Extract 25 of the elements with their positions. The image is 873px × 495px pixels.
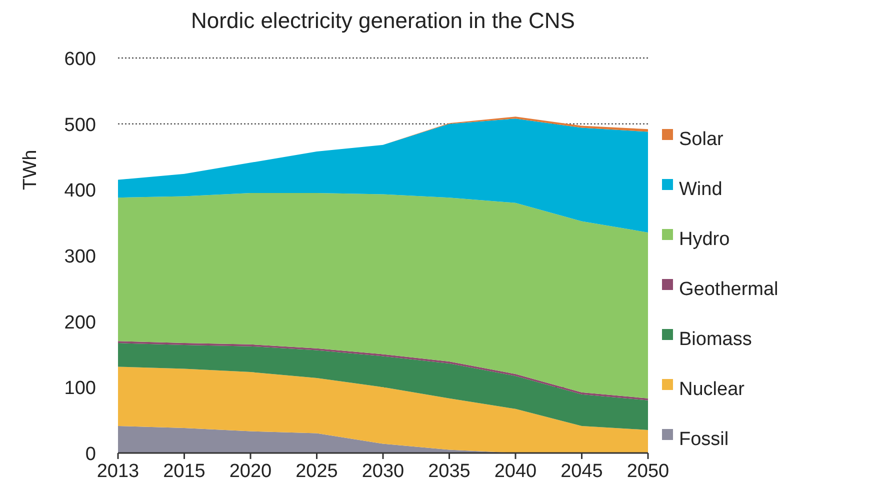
y-tick-label: 300 — [64, 246, 96, 268]
x-tick-label: 2025 — [296, 461, 338, 482]
y-tick-label: 100 — [64, 378, 96, 400]
legend-label: Geothermal — [679, 279, 778, 300]
legend-label: Nuclear — [679, 379, 746, 400]
x-tick-label: 2035 — [428, 461, 470, 482]
legend-label: Solar — [679, 129, 724, 150]
x-tick-label: 2020 — [229, 461, 272, 482]
y-tick-label: 600 — [64, 49, 96, 70]
legend-label: Fossil — [679, 429, 729, 450]
legend-label: Biomass — [679, 329, 752, 350]
x-tick-label: 2040 — [494, 461, 537, 482]
y-tick-label: 500 — [64, 114, 96, 136]
legend-label: Wind — [679, 179, 722, 200]
y-tick-label: 0 — [85, 444, 96, 465]
x-tick-label: 2050 — [626, 461, 670, 482]
x-tick-label: 2045 — [560, 461, 603, 482]
x-tick-label: 2030 — [362, 461, 404, 482]
legend-label: Hydro — [679, 229, 730, 250]
y-tick-label: 400 — [64, 180, 96, 202]
chart-title: Nordic electricity generation in the CNS — [191, 8, 575, 33]
x-tick-label: 2013 — [96, 461, 140, 482]
x-tick-label: 2015 — [163, 461, 206, 482]
y-axis-title: TWh — [20, 150, 41, 190]
y-tick-label: 200 — [64, 312, 96, 334]
